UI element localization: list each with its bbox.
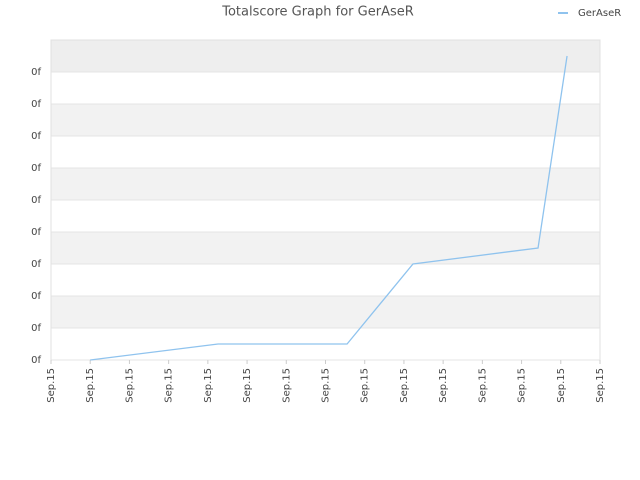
plot-band	[51, 168, 600, 200]
plot-band	[51, 72, 600, 104]
x-tick-label: Sep.15	[556, 368, 567, 403]
plot-band	[51, 264, 600, 296]
x-tick-label: Sep.15	[164, 368, 175, 403]
y-tick-label: 0f	[31, 131, 41, 142]
x-tick-label: Sep.15	[517, 368, 528, 403]
x-tick-label: Sep.15	[595, 368, 606, 403]
x-tick-label: Sep.15	[438, 368, 449, 403]
x-tick-label: Sep.15	[46, 368, 57, 403]
plot-band	[51, 200, 600, 232]
plot-band	[51, 296, 600, 328]
y-tick-label: 0f	[31, 323, 41, 334]
y-tick-label: 0f	[31, 67, 41, 78]
x-tick-label: Sep.15	[242, 368, 253, 403]
y-tick-label: 0f	[31, 163, 41, 174]
x-tick-label: Sep.15	[477, 368, 488, 403]
chart-title: Totalscore Graph for GerAseR	[221, 5, 414, 20]
x-tick-label: Sep.15	[321, 368, 332, 403]
data-line	[90, 55, 568, 361]
x-tick-label: Sep.15	[124, 368, 135, 403]
x-tick-label: Sep.15	[360, 368, 371, 403]
plot-band	[51, 136, 600, 168]
x-tick-label: Sep.15	[203, 368, 214, 403]
legend-label: GerAseR	[578, 8, 621, 19]
y-tick-label: 0f	[31, 99, 41, 110]
y-tick-label: 0f	[31, 259, 41, 270]
y-tick-label: 0f	[31, 355, 41, 366]
plot-band	[51, 104, 600, 136]
plot-band	[51, 232, 600, 264]
x-tick-label: Sep.15	[399, 368, 410, 403]
x-tick-label: Sep.15	[281, 368, 292, 403]
y-tick-label: 0f	[31, 195, 41, 206]
y-tick-label: 0f	[31, 227, 41, 238]
x-tick-label: Sep.15	[85, 368, 96, 403]
plot-band	[51, 40, 600, 72]
y-tick-label: 0f	[31, 291, 41, 302]
